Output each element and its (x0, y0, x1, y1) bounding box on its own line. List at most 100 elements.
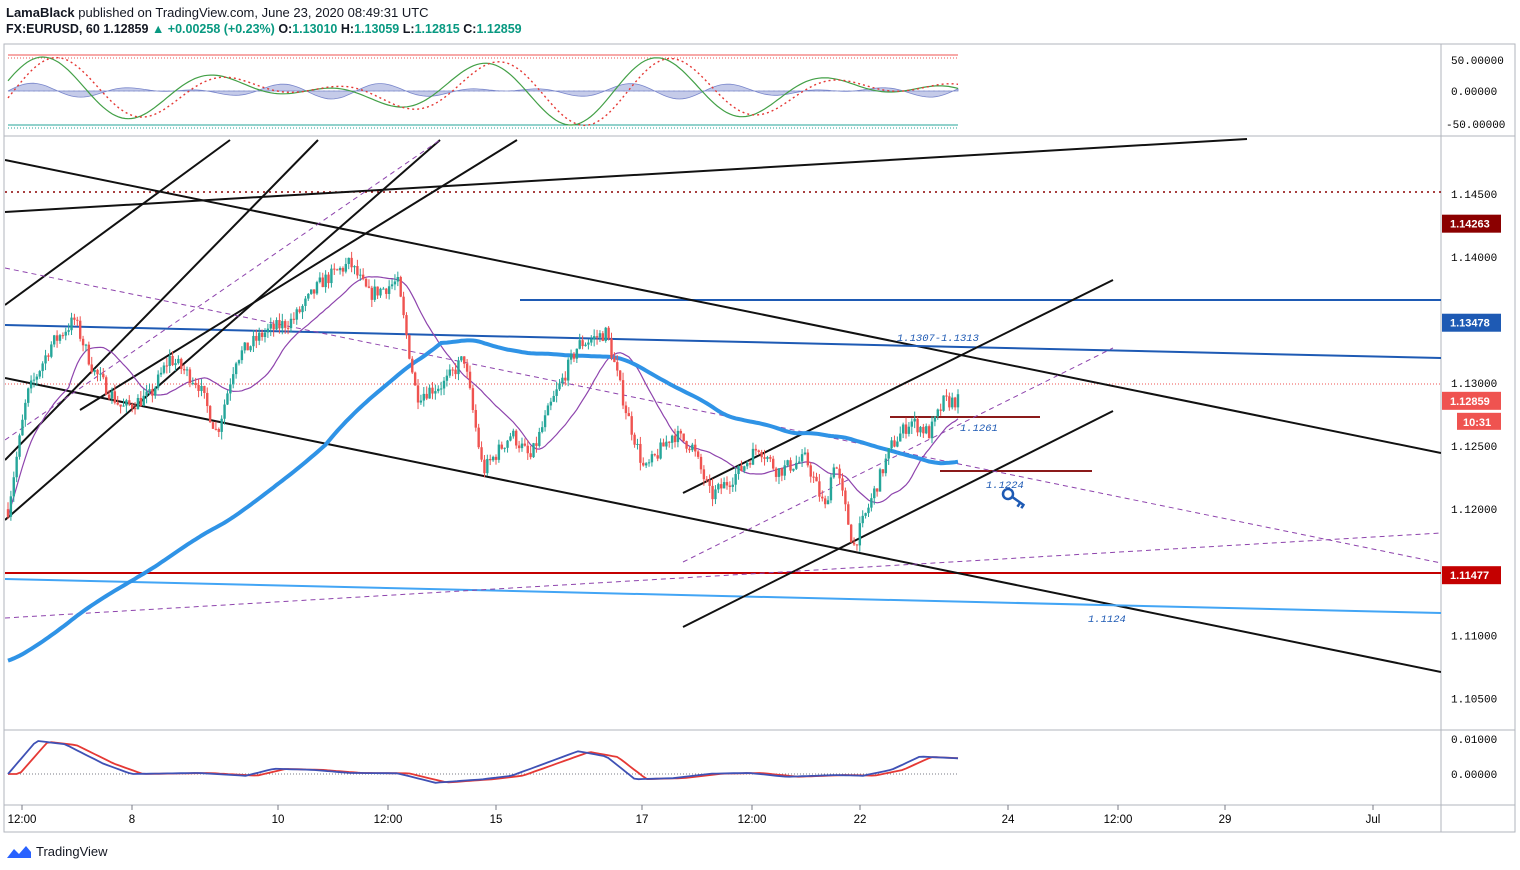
candle-body (107, 394, 111, 399)
fan-line[interactable] (5, 139, 441, 521)
candle-body (751, 448, 755, 465)
dashed-channel-mid[interactable] (682, 347, 1114, 563)
candle-body (286, 327, 290, 329)
candle-body (139, 397, 143, 406)
candle-body (284, 321, 287, 328)
candle-body (823, 498, 827, 505)
candle-body (416, 385, 420, 403)
candle-body (304, 298, 307, 306)
candle-body (428, 387, 431, 399)
candle-body (457, 360, 460, 375)
annotation-1261: 1.1261 (960, 423, 998, 435)
candle-body (321, 277, 324, 288)
candle-body (246, 342, 249, 351)
candle-body (474, 410, 477, 428)
price-tag-badge (1442, 566, 1501, 585)
fan-line[interactable] (5, 139, 319, 461)
channel-upper-line[interactable] (5, 159, 1441, 454)
candles-group[interactable] (6, 251, 960, 552)
candle-body (376, 286, 379, 296)
stoch-rsi-pane: 50.00000 0.00000 -50.00000 (7, 54, 1505, 132)
price-tag-label: 1.14263 (1450, 219, 1490, 231)
publisher-name[interactable]: LamaBlack (6, 5, 75, 20)
candle-body (711, 485, 714, 500)
candle-body (578, 340, 581, 349)
fan-line[interactable] (79, 139, 518, 411)
candle-body (214, 428, 218, 430)
candle-body (630, 416, 633, 435)
key-icon[interactable] (1001, 487, 1027, 510)
candle-body (659, 442, 662, 459)
candle-body (812, 476, 815, 478)
candle-body (249, 346, 252, 351)
candle-body (844, 490, 847, 505)
symbol-label[interactable]: FX:EURUSD, 60 (6, 22, 100, 36)
time-tick-label: 12:00 (8, 814, 37, 826)
candle-body (206, 392, 209, 407)
candle-body (341, 268, 345, 272)
candle-body (572, 353, 576, 359)
price-axis[interactable]: 1.145001.140001.135001.130001.125001.120… (1451, 190, 1497, 707)
candle-body (769, 457, 772, 459)
main-price-pane: 1.1307-1.1313 1.1261 1.1224 1.1124 1.145… (5, 138, 1501, 707)
candle-body (15, 456, 18, 478)
blue-trend-line[interactable] (5, 324, 1441, 359)
candle-body (359, 274, 362, 276)
candle-body (41, 363, 44, 372)
candle-body (809, 465, 812, 477)
candle-body (379, 288, 382, 296)
candle-body (884, 458, 888, 474)
fan-line[interactable] (5, 139, 231, 306)
candle-body (662, 442, 665, 447)
candle-body (760, 451, 763, 458)
rising-channel-lower[interactable] (682, 410, 1114, 628)
candle-body (896, 441, 899, 447)
candle-body (725, 482, 729, 486)
candle-body (621, 380, 625, 406)
dashed-rising-line[interactable] (5, 532, 1441, 619)
candle-body (110, 391, 114, 399)
candle-body (746, 463, 749, 467)
price-tick: 1.12500 (1451, 442, 1497, 454)
candle-body (53, 335, 56, 345)
candle-body (226, 393, 229, 405)
candle-body (945, 395, 948, 397)
candle-body (367, 286, 371, 288)
low-value: 1.12815 (414, 22, 460, 36)
blue-moving-average[interactable] (7, 338, 959, 663)
candle-body (656, 455, 659, 459)
candle-body (757, 450, 760, 452)
channel-lower-line[interactable] (5, 377, 1441, 673)
candle-body (413, 372, 417, 386)
candle-body (763, 457, 766, 459)
candle-body (480, 447, 483, 460)
candle-body (133, 407, 137, 410)
macd-tick: 0.00000 (1451, 770, 1497, 782)
time-tick-label: 15 (490, 814, 503, 826)
candle-body (705, 479, 708, 481)
dashed-fan-line[interactable] (5, 139, 441, 441)
light-blue-trend-line[interactable] (5, 578, 1441, 614)
candle-body (486, 458, 489, 474)
candle-body (156, 374, 160, 388)
candle-body (633, 434, 636, 445)
time-axis[interactable]: 12:00 8 10 12:00 15 17 12:00 22 24 12:00 29 Jul (8, 805, 1381, 826)
candle-body (927, 426, 931, 439)
candle-body (555, 389, 558, 396)
candle-body (240, 350, 244, 361)
rising-channel-upper[interactable] (682, 279, 1114, 494)
upper-trend-line[interactable] (5, 138, 1248, 213)
tradingview-brand[interactable]: TradingView (6, 844, 108, 859)
candle-body (99, 373, 102, 375)
price-tag-label: 1.12859 (1450, 396, 1490, 408)
candle-body (154, 387, 157, 396)
stoch-tick: 0.00000 (1451, 87, 1497, 99)
candle-body (786, 460, 789, 466)
brand-label: TradingView (36, 844, 108, 859)
annotation-1307-1313: 1.1307-1.1313 (897, 333, 979, 345)
candle-body (425, 393, 428, 399)
candle-body (211, 422, 215, 429)
candle-body (483, 459, 486, 474)
candle-body (878, 469, 882, 492)
